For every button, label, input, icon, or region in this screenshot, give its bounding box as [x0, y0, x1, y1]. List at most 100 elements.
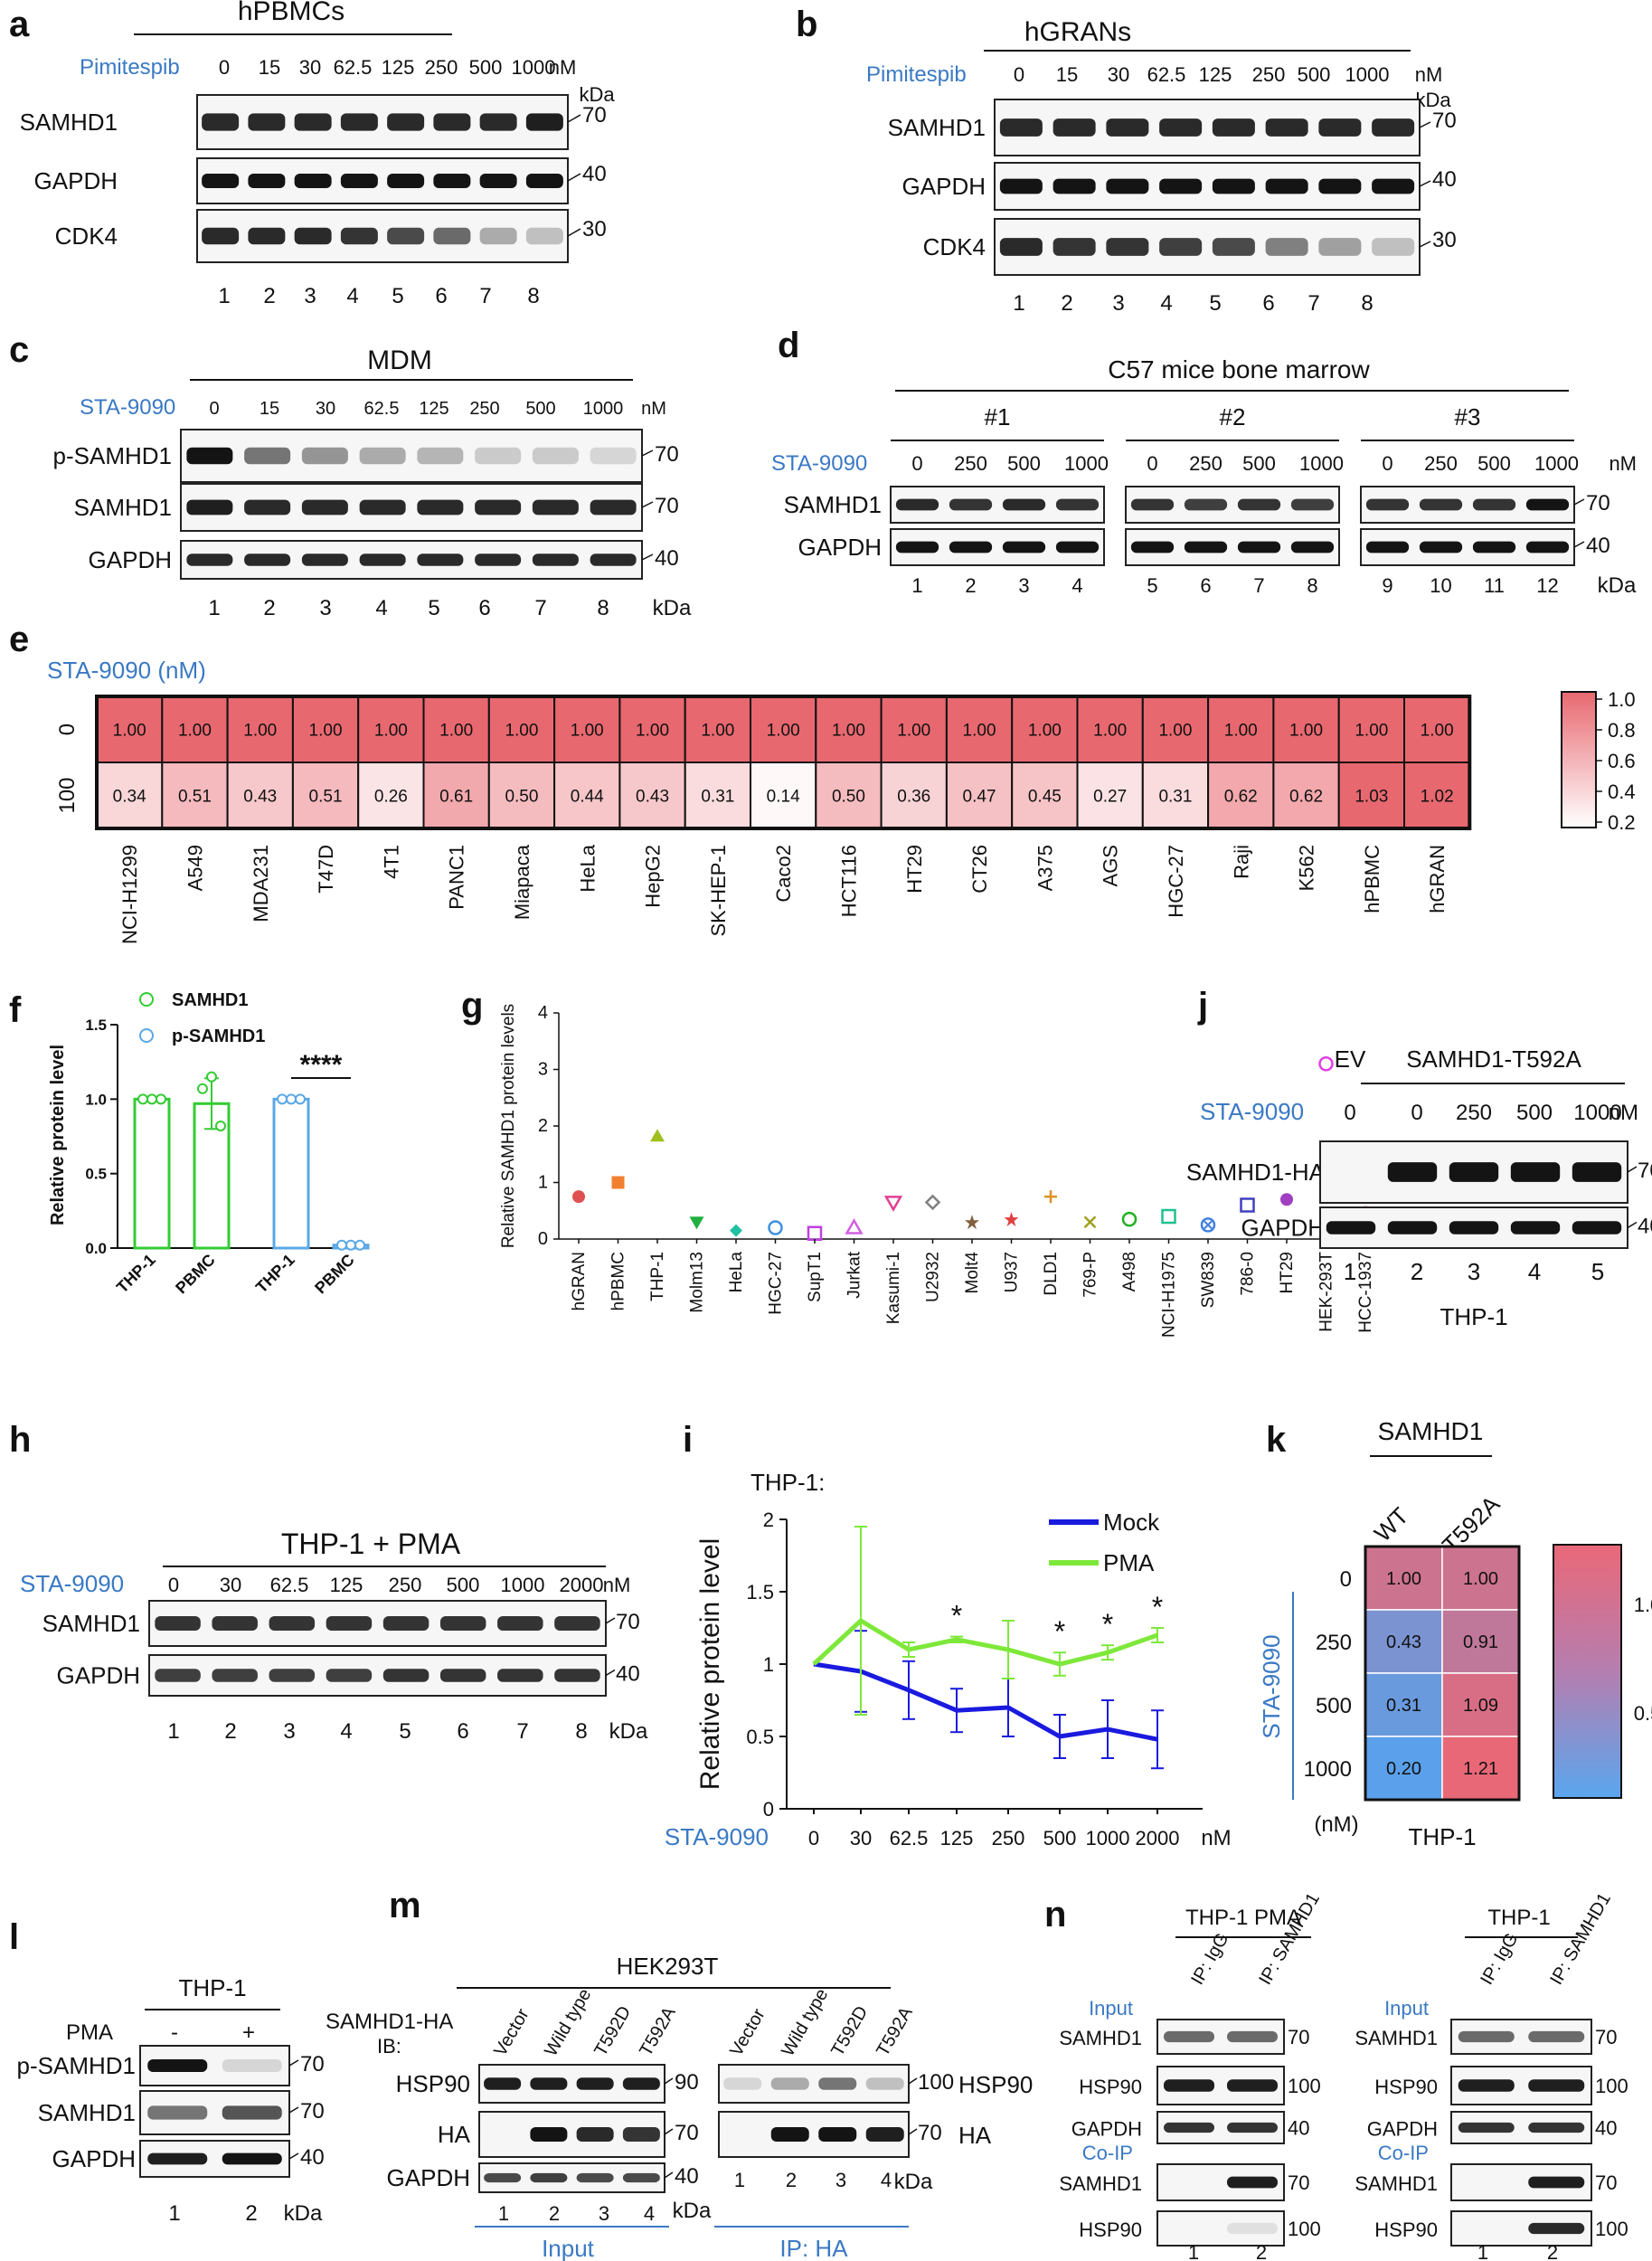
heatmap-column-label: T47D — [315, 845, 337, 894]
band — [895, 498, 939, 511]
lane-number: 2 — [1061, 291, 1072, 316]
significance-star: * — [1152, 1591, 1163, 1623]
x-category-label: THP-1 — [648, 1252, 667, 1301]
y-tick-label: 1 — [538, 1173, 548, 1193]
band — [525, 113, 563, 131]
dose-label: 62.5 — [270, 1574, 309, 1596]
data-point — [336, 1239, 347, 1251]
heatmap-value: 1.09 — [1463, 1696, 1498, 1716]
heatmap-value: 1.00 — [374, 722, 408, 741]
dose-label: 250 — [1189, 452, 1222, 475]
heatmap-cell — [750, 762, 817, 829]
heatmap-column-label: MDA231 — [250, 845, 272, 922]
dose-label: 250 — [389, 1574, 422, 1596]
heatmap-cell — [553, 695, 621, 763]
panel-letter-k: k — [1266, 1420, 1287, 1460]
lane-number: 6 — [478, 596, 490, 620]
band — [1365, 498, 1410, 511]
band — [222, 2152, 282, 2165]
lane-number: 3 — [1468, 1258, 1480, 1285]
blot-label: SAMHD1 — [42, 1610, 140, 1637]
band — [1387, 1221, 1438, 1235]
condition-label: T592A — [873, 2003, 917, 2060]
panel-letter-l: l — [9, 1917, 19, 1957]
band — [1164, 2030, 1214, 2043]
band — [387, 113, 425, 131]
significance-star: * — [1054, 1615, 1065, 1648]
band — [1365, 541, 1410, 553]
lane-number: 1 — [168, 2201, 180, 2226]
kda-label: kDa — [653, 596, 692, 620]
blot-input-gapdh — [1450, 2111, 1592, 2144]
blot-label: GAPDH — [1241, 1215, 1325, 1242]
band — [269, 1616, 316, 1631]
x-category-label: NCI-H1975 — [1160, 1252, 1179, 1338]
dose-label: 500 — [1298, 63, 1331, 86]
x-category-label: HCC-1937 — [1356, 1252, 1375, 1333]
band — [1572, 1221, 1622, 1235]
heatmap-value: 0.47 — [963, 788, 996, 807]
kda-tick — [1419, 180, 1431, 187]
colorbar-tick-label: 0.4 — [1608, 780, 1636, 803]
band — [1055, 541, 1100, 553]
heatmap-cell — [1337, 695, 1405, 763]
kda-tick — [288, 2152, 299, 2160]
heatmap-colorbar — [1561, 691, 1597, 828]
blot-right-ha — [718, 2111, 910, 2158]
panel-d-drug-label: STA-9090 — [771, 451, 867, 476]
band — [1528, 2222, 1585, 2235]
kda-label: kDa — [673, 2199, 712, 2223]
band — [340, 174, 378, 188]
panel-l-title: THP-1 — [178, 1974, 246, 2001]
lane-number: 5 — [1209, 291, 1221, 316]
x-category-label: 769-P — [1081, 1252, 1100, 1298]
group-mut-label: SAMHD1-T592A — [1406, 1045, 1581, 1073]
band — [1419, 541, 1463, 553]
band — [248, 113, 286, 131]
heatmap-value: 1.00 — [113, 722, 146, 741]
lane-number: 10 — [1430, 574, 1451, 597]
y-axis-label: Relative protein level — [695, 1538, 725, 1790]
band — [301, 447, 348, 465]
band — [1528, 2079, 1585, 2092]
band — [949, 498, 993, 511]
x-tick-label: 1000 — [1086, 1827, 1130, 1849]
dose-label: 1000 — [1345, 63, 1390, 86]
kda-value: 40 — [1288, 2117, 1309, 2140]
x-category-label: SW839 — [1199, 1252, 1218, 1308]
colorbar-tick-label: 0.6 — [1608, 750, 1636, 772]
band — [1159, 178, 1203, 194]
legend-marker — [139, 1028, 154, 1043]
panel-j-drug-label: STA-9090 — [1200, 1098, 1304, 1125]
data-point — [137, 1093, 148, 1105]
x-tick-label: 250 — [992, 1827, 1025, 1849]
blot-left-hsp90 — [478, 2064, 666, 2104]
blot-left-gapdh — [478, 2162, 666, 2193]
dose-label: 2000 — [560, 1574, 604, 1596]
heatmap-value: 1.00 — [1158, 722, 1192, 741]
band — [382, 1616, 430, 1631]
dose-label: 0 — [219, 56, 230, 79]
band — [576, 2172, 614, 2183]
band — [484, 2077, 522, 2090]
y-tick-label: 1.5 — [746, 1581, 774, 1604]
band — [532, 447, 579, 465]
blot-label: GAPDH — [1367, 2118, 1438, 2141]
band — [1055, 498, 1100, 511]
heatmap-colorbar — [1553, 1544, 1622, 1799]
lane-number: 6 — [1200, 574, 1211, 597]
blot-label: HA — [958, 2122, 992, 2149]
heatmap-cell — [422, 695, 490, 763]
band — [1130, 541, 1175, 553]
blot-label: GAPDH — [387, 2164, 470, 2191]
band — [212, 1616, 258, 1631]
kda-tick — [664, 2171, 674, 2179]
heatmap-column-label: NCI-H1299 — [118, 845, 141, 944]
kda-tick — [605, 1669, 616, 1677]
dose-label: 0 — [1411, 1101, 1422, 1125]
band — [1572, 1162, 1622, 1182]
x-category-label: HGC-27 — [767, 1252, 786, 1315]
condition-label: Vector — [490, 2005, 533, 2059]
heatmap-column-label: SK-HEP-1 — [707, 845, 730, 936]
band — [484, 2172, 522, 2183]
